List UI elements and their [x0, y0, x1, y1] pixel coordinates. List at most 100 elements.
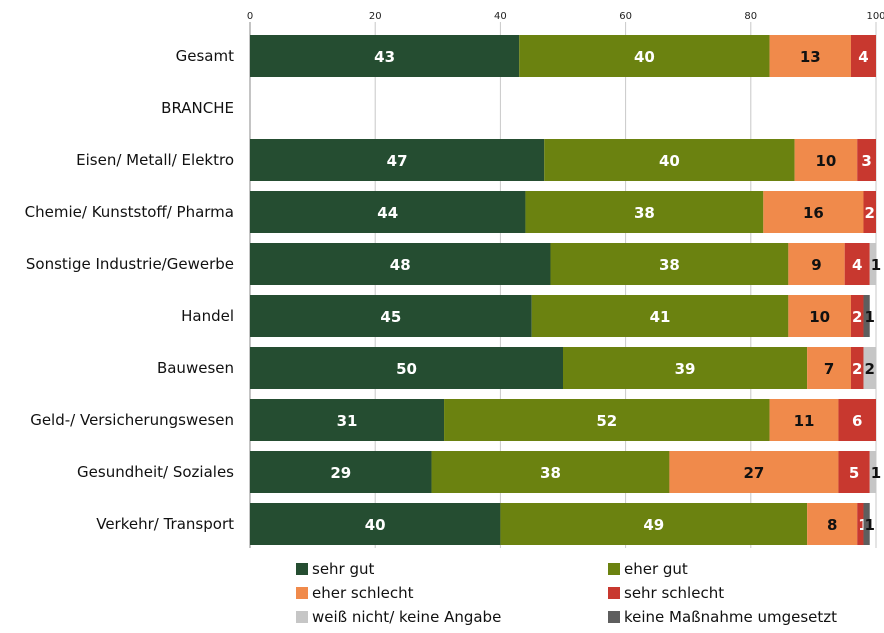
data-label: 47 — [387, 152, 408, 170]
legend-label: keine Maßnahme umgesetzt — [624, 608, 837, 626]
x-tick-label: 40 — [494, 11, 507, 22]
category-label: Gesundheit/ Soziales — [77, 463, 234, 481]
bar-segment — [250, 243, 551, 285]
data-label: 43 — [374, 48, 395, 66]
data-label: 8 — [827, 516, 837, 534]
bar-segment — [788, 243, 845, 285]
legend-swatch — [608, 587, 620, 599]
bar-segment — [250, 35, 520, 77]
category-label: Gesamt — [176, 47, 234, 65]
x-tick-label: 0 — [247, 11, 253, 22]
bar-segment — [857, 503, 864, 545]
data-label: 48 — [390, 256, 411, 274]
bar-segment — [850, 347, 864, 389]
chart-svg: 0 20 40 60 80 100 Gesamt BRANCHE Eisen/ Metall/ … — [25, 11, 884, 548]
legend-item: weiß nicht/ keine Angabe — [296, 608, 501, 626]
bar-segment — [544, 139, 795, 181]
x-tick-label: 100 — [866, 11, 884, 22]
data-label: 31 — [337, 412, 358, 430]
legend-item: eher schlecht — [296, 584, 414, 602]
legend-label: eher gut — [624, 560, 688, 578]
legend-item: sehr schlecht — [608, 584, 724, 602]
legend-swatch — [608, 611, 620, 623]
legend-item: sehr gut — [296, 560, 374, 578]
legend-item: eher gut — [608, 560, 688, 578]
bar-segment — [850, 295, 864, 337]
category-label: Chemie/ Kunststoff/ Pharma — [25, 203, 234, 221]
legend-item: keine Maßnahme umgesetzt — [608, 608, 837, 626]
category-label: Bauwesen — [157, 359, 234, 377]
data-label: 1 — [858, 516, 868, 534]
data-label: 52 — [596, 412, 617, 430]
legend-label: sehr gut — [312, 560, 375, 578]
category-label: Sonstige Industrie/Gewerbe — [26, 255, 234, 273]
category-label: BRANCHE — [161, 99, 234, 117]
data-label: 16 — [803, 204, 824, 222]
bar-segment — [519, 35, 770, 77]
x-tick-label: 60 — [619, 11, 632, 22]
bar-segment — [250, 139, 545, 181]
legend-label: eher schlecht — [312, 584, 414, 602]
legend-swatch — [296, 563, 308, 575]
data-label: 2 — [864, 204, 874, 222]
data-label: 2 — [852, 308, 862, 326]
bar-segment — [807, 347, 851, 389]
bar-segment — [863, 347, 876, 389]
data-label: 50 — [396, 360, 417, 378]
bar-segment — [850, 35, 876, 77]
data-label: 4 — [852, 256, 862, 274]
legend-swatch — [296, 611, 308, 623]
data-label: 1 — [871, 464, 881, 482]
data-label: 45 — [380, 308, 401, 326]
data-label: 13 — [800, 48, 821, 66]
bar-segment — [769, 399, 839, 441]
data-label: 9 — [811, 256, 821, 274]
bar-segment — [788, 295, 851, 337]
x-tick-label: 80 — [744, 11, 757, 22]
bar-segment — [863, 191, 876, 233]
data-label: 6 — [852, 412, 862, 430]
data-label: 40 — [659, 152, 680, 170]
data-label: 40 — [634, 48, 655, 66]
data-label: 3 — [861, 152, 871, 170]
bar-segment — [669, 451, 839, 493]
data-label: 10 — [809, 308, 830, 326]
bar-segment — [431, 451, 670, 493]
bar-segment — [838, 451, 870, 493]
bar-segment — [769, 35, 851, 77]
data-label: 4 — [858, 48, 868, 66]
bar-segment — [869, 451, 876, 493]
bar-segment — [250, 347, 563, 389]
data-label: 10 — [815, 152, 836, 170]
bar-segment — [863, 295, 870, 337]
bar-segment — [550, 243, 789, 285]
bar-segment — [807, 503, 858, 545]
bar-segment — [531, 295, 789, 337]
category-label: Handel — [181, 307, 234, 325]
bar-segment — [525, 191, 764, 233]
bar-segment — [250, 503, 501, 545]
bar-segment — [863, 503, 870, 545]
data-label: 11 — [794, 412, 815, 430]
bar-segment — [857, 139, 876, 181]
data-label: 1 — [864, 308, 874, 326]
bar-segment — [838, 399, 876, 441]
data-label: 7 — [824, 360, 834, 378]
category-label: Eisen/ Metall/ Elektro — [76, 151, 234, 169]
bar-segment — [563, 347, 808, 389]
data-label: 39 — [675, 360, 696, 378]
data-label: 1 — [864, 516, 874, 534]
bar-segment — [763, 191, 864, 233]
bar-segment — [869, 243, 876, 285]
data-label: 44 — [377, 204, 398, 222]
legend-label: sehr schlecht — [624, 584, 725, 602]
bar-segment — [250, 399, 445, 441]
data-label: 29 — [330, 464, 351, 482]
legend-swatch — [608, 563, 620, 575]
bar-segment — [444, 399, 770, 441]
bar-segment — [794, 139, 858, 181]
legend-swatch — [296, 587, 308, 599]
bar-segment — [500, 503, 808, 545]
category-label: Geld-/ Versicherungswesen — [30, 411, 234, 429]
